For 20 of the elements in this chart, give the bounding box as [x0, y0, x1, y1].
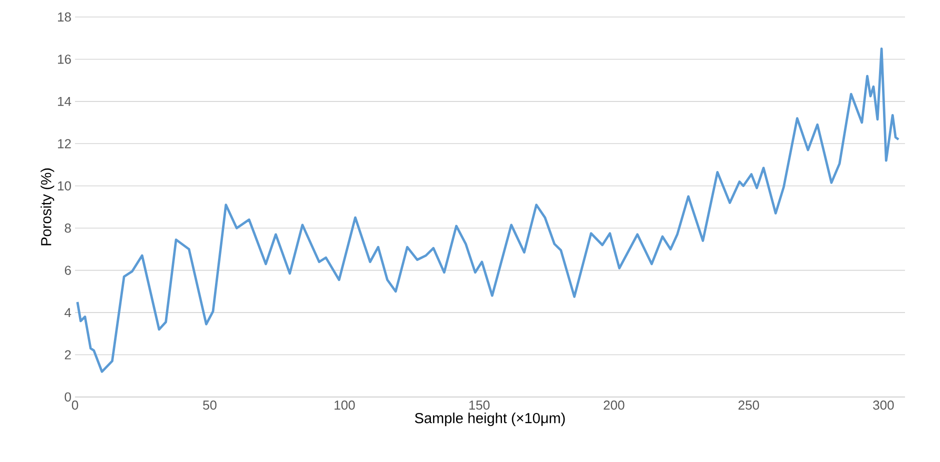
- y-tick-label: 0: [64, 392, 71, 402]
- y-tick-label: 4: [64, 308, 72, 318]
- y-tick-label: 2: [64, 350, 71, 360]
- x-tick-label: 50: [203, 400, 216, 410]
- line-series: [76, 47, 900, 373]
- x-axis-title: Sample height (×10μm): [414, 412, 565, 426]
- y-tick-label: 6: [64, 266, 71, 275]
- x-tick-label: 100: [334, 400, 355, 410]
- y-tick-label: 12: [58, 139, 71, 148]
- y-tick-label: 16: [58, 54, 71, 64]
- x-tick-label: 0: [72, 400, 78, 410]
- x-tick-label: 300: [873, 400, 894, 410]
- x-tick-label: 150: [469, 400, 490, 410]
- y-tick-label: 8: [64, 223, 71, 233]
- y-tick-label: 14: [58, 96, 72, 106]
- x-tick-label: 250: [738, 400, 760, 410]
- x-tick-label: 200: [604, 400, 624, 410]
- y-tick-label: 18: [58, 12, 71, 22]
- y-tick-label: 10: [58, 181, 71, 190]
- y-axis-title: Porosity (%): [40, 168, 54, 246]
